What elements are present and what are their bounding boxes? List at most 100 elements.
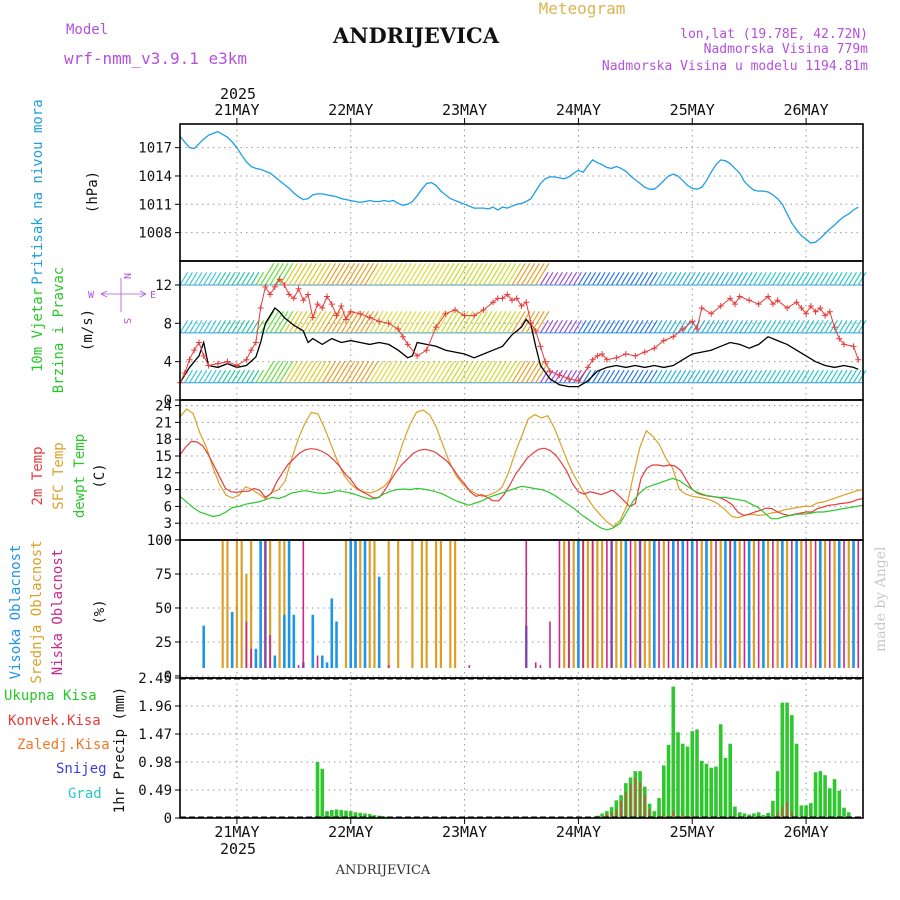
- wind-barb: [288, 263, 303, 286]
- y-tick-label: 0.98: [138, 755, 172, 771]
- wind-barb: [829, 319, 839, 334]
- total-precip-bar: [780, 702, 785, 818]
- wind-barb: [207, 319, 217, 334]
- gust-marker: [769, 301, 776, 308]
- wind-barb: [672, 369, 682, 384]
- wind-barb: [502, 360, 517, 384]
- y-tick-label: 12: [155, 278, 172, 294]
- wind-barb: [212, 272, 222, 286]
- wind-barb: [245, 319, 255, 334]
- high-cloud-bar: [273, 655, 277, 668]
- wind-barb: [445, 310, 460, 334]
- total-precip-bar: [657, 798, 661, 818]
- wind-barb: [539, 272, 549, 286]
- wind-barb: [696, 369, 706, 384]
- wind-barb: [307, 310, 322, 334]
- low-cloud-bar: [828, 540, 831, 668]
- gust-marker: [765, 293, 772, 300]
- wind-barb: [554, 272, 563, 286]
- wind-barb: [539, 369, 549, 384]
- wind-barb: [729, 319, 739, 334]
- wind-barb: [354, 263, 370, 286]
- conv-precip-bar: [648, 809, 651, 818]
- wind-barb: [203, 319, 212, 334]
- wind-barb: [696, 319, 706, 334]
- wind-barb: [392, 263, 408, 286]
- wind-barb: [184, 272, 193, 286]
- wind-barb: [378, 263, 393, 286]
- snow-title: Snijeg: [56, 761, 107, 777]
- wind-barb: [592, 369, 601, 384]
- mid-cloud-bar: [767, 540, 770, 668]
- wind-barb: [668, 369, 677, 384]
- wind-barb: [720, 369, 729, 384]
- wind-barb: [819, 319, 829, 334]
- wind-barb: [686, 369, 696, 384]
- gust-marker: [338, 303, 345, 310]
- wind-barb: [302, 263, 318, 286]
- wind-barb: [734, 272, 744, 286]
- wind-barb: [454, 310, 469, 334]
- wind-barb: [796, 272, 805, 286]
- wind-barb: [317, 360, 332, 384]
- mid-cloud-bar: [833, 540, 836, 668]
- y-tick-label: 1011: [138, 197, 172, 213]
- wind-barb: [336, 310, 351, 334]
- conv-precip-bar: [624, 792, 627, 818]
- y-tick-label: 24: [155, 399, 172, 415]
- bottom-day-label: 25MAY: [670, 823, 715, 841]
- gust-marker: [698, 304, 705, 311]
- gust-marker: [546, 368, 553, 375]
- wind-barb: [668, 319, 677, 334]
- y-tick-label: 25: [155, 635, 172, 651]
- gust-marker: [314, 301, 321, 308]
- wind-barb: [810, 272, 820, 286]
- wind-barb: [317, 263, 332, 286]
- low-cloud-bar: [591, 540, 594, 668]
- gust-marker: [693, 326, 700, 333]
- wind-barb: [473, 310, 488, 334]
- wind-barb: [739, 319, 748, 334]
- gust-marker: [556, 372, 563, 379]
- total-precip-bar: [600, 813, 604, 818]
- gust-marker: [414, 352, 421, 359]
- bottom-day-labels: 21MAY 22MAY 23MAY 24MAY 25MAY 26MAY: [214, 818, 829, 841]
- high-cloud-bar: [852, 540, 855, 668]
- gust-marker: [565, 375, 572, 382]
- gust-marker: [276, 276, 283, 283]
- wind-barb: [359, 360, 374, 384]
- wind-barb: [682, 272, 691, 286]
- mid-cloud-bar: [449, 540, 452, 668]
- gust-marker: [205, 362, 212, 369]
- wind-barb: [758, 272, 767, 286]
- gust-marker: [271, 283, 278, 290]
- gust-marker: [433, 324, 440, 331]
- y-tick-label: 3: [164, 516, 172, 532]
- wind-barb: [231, 319, 241, 334]
- low-cloud-bar: [297, 665, 300, 668]
- wind-barb: [724, 369, 734, 384]
- wind-barb: [848, 319, 857, 334]
- total-precip-bar: [804, 805, 808, 818]
- gust-marker: [641, 349, 648, 356]
- wind-barb: [753, 369, 763, 384]
- wind-barb: [430, 263, 446, 286]
- gust-marker: [504, 291, 511, 298]
- gust-marker: [319, 304, 326, 311]
- total-precip-bar: [676, 732, 680, 818]
- total-precip-bar: [818, 771, 823, 818]
- wind-barb: [440, 360, 455, 384]
- gust-marker: [452, 306, 459, 313]
- precip-panel: 0 0.49 0.98 1.47 1.96 2.45 Ukupna Kisa Konvek…: [4, 671, 864, 827]
- wind-barb: [440, 310, 455, 334]
- total-precip-bar: [837, 790, 842, 818]
- gust-marker: [513, 295, 520, 302]
- mid-cloud-bar: [373, 540, 376, 668]
- wind-barb: [649, 369, 658, 384]
- total-precip-bar: [358, 812, 363, 818]
- low-cloud-bar: [468, 665, 471, 668]
- conv-precip-bar: [601, 816, 604, 818]
- wind-barb: [274, 310, 289, 334]
- wind-barb: [549, 272, 559, 286]
- wind-barb: [853, 369, 862, 384]
